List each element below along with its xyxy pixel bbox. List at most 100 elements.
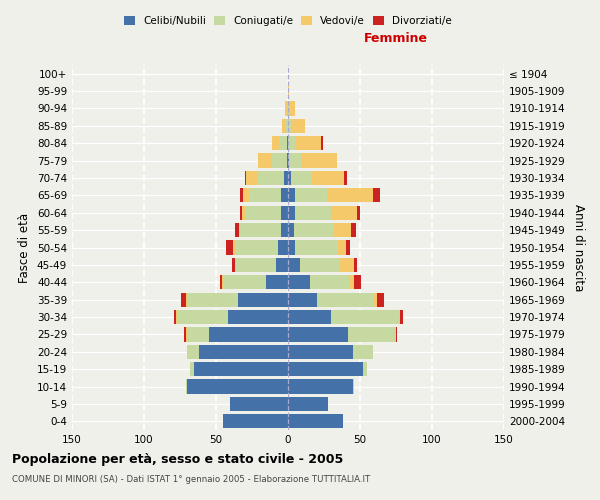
Bar: [281, 223, 288, 237]
Bar: [242, 206, 245, 220]
Bar: [287, 136, 288, 150]
Bar: [232, 258, 235, 272]
Bar: [187, 328, 209, 342]
Bar: [223, 414, 288, 428]
Bar: [299, 258, 340, 272]
Text: COMUNE DI MINORI (SA) - Dati ISTAT 1° gennaio 2005 - Elaborazione TUTTITALIA.IT: COMUNE DI MINORI (SA) - Dati ISTAT 1° ge…: [12, 476, 370, 484]
Bar: [244, 188, 249, 202]
Bar: [400, 310, 403, 324]
Y-axis label: Fasce di età: Fasce di età: [19, 212, 31, 282]
Bar: [288, 310, 331, 324]
Bar: [288, 102, 289, 116]
Bar: [288, 258, 299, 272]
Bar: [349, 328, 395, 342]
Legend: Celibi/Nubili, Coniugati/e, Vedovi/e, Divorziati/e: Celibi/Nubili, Coniugati/e, Vedovi/e, Di…: [120, 12, 456, 30]
Bar: [295, 240, 338, 254]
Bar: [350, 275, 354, 289]
Bar: [373, 188, 380, 202]
Bar: [340, 258, 354, 272]
Bar: [177, 310, 227, 324]
Bar: [395, 328, 396, 342]
Text: Femmine: Femmine: [364, 32, 428, 45]
Bar: [199, 344, 288, 359]
Bar: [245, 206, 281, 220]
Bar: [321, 136, 323, 150]
Bar: [249, 188, 281, 202]
Bar: [281, 188, 288, 202]
Bar: [241, 188, 244, 202]
Bar: [285, 102, 287, 116]
Bar: [354, 275, 361, 289]
Bar: [187, 344, 199, 359]
Bar: [239, 223, 241, 237]
Bar: [288, 223, 294, 237]
Bar: [352, 223, 356, 237]
Bar: [288, 240, 295, 254]
Bar: [186, 328, 187, 342]
Bar: [174, 310, 176, 324]
Bar: [301, 154, 337, 168]
Bar: [227, 310, 288, 324]
Bar: [295, 188, 327, 202]
Bar: [331, 206, 357, 220]
Bar: [289, 154, 301, 168]
Bar: [285, 118, 288, 133]
Bar: [187, 292, 238, 307]
Text: Popolazione per età, sesso e stato civile - 2005: Popolazione per età, sesso e stato civil…: [12, 452, 343, 466]
Bar: [187, 380, 288, 394]
Bar: [291, 118, 305, 133]
Bar: [284, 171, 288, 185]
Bar: [288, 84, 289, 98]
Bar: [399, 310, 400, 324]
Bar: [288, 154, 289, 168]
Bar: [258, 171, 284, 185]
Bar: [357, 206, 360, 220]
Bar: [233, 240, 235, 254]
Bar: [235, 258, 236, 272]
Bar: [235, 223, 239, 237]
Bar: [288, 292, 317, 307]
Bar: [288, 136, 295, 150]
Bar: [295, 136, 321, 150]
Bar: [287, 154, 288, 168]
Bar: [288, 118, 291, 133]
Bar: [241, 206, 242, 220]
Bar: [186, 292, 187, 307]
Bar: [176, 310, 177, 324]
Bar: [331, 310, 399, 324]
Bar: [291, 171, 313, 185]
Bar: [338, 240, 346, 254]
Bar: [277, 258, 288, 272]
Bar: [288, 380, 353, 394]
Bar: [222, 275, 223, 289]
Bar: [317, 292, 374, 307]
Bar: [294, 223, 334, 237]
Bar: [194, 362, 288, 376]
Bar: [282, 118, 285, 133]
Bar: [377, 292, 385, 307]
Bar: [327, 188, 373, 202]
Bar: [295, 206, 331, 220]
Bar: [288, 362, 363, 376]
Bar: [181, 292, 186, 307]
Bar: [226, 240, 233, 254]
Bar: [310, 275, 350, 289]
Bar: [220, 275, 222, 289]
Bar: [245, 171, 246, 185]
Bar: [184, 328, 186, 342]
Bar: [272, 154, 287, 168]
Bar: [288, 414, 343, 428]
Bar: [241, 223, 281, 237]
Bar: [230, 397, 288, 411]
Bar: [266, 275, 288, 289]
Bar: [288, 397, 328, 411]
Bar: [246, 171, 258, 185]
Bar: [186, 380, 187, 394]
Bar: [288, 171, 291, 185]
Bar: [288, 344, 353, 359]
Bar: [289, 102, 295, 116]
Bar: [353, 344, 373, 359]
Bar: [280, 136, 287, 150]
Bar: [223, 275, 266, 289]
Bar: [238, 292, 288, 307]
